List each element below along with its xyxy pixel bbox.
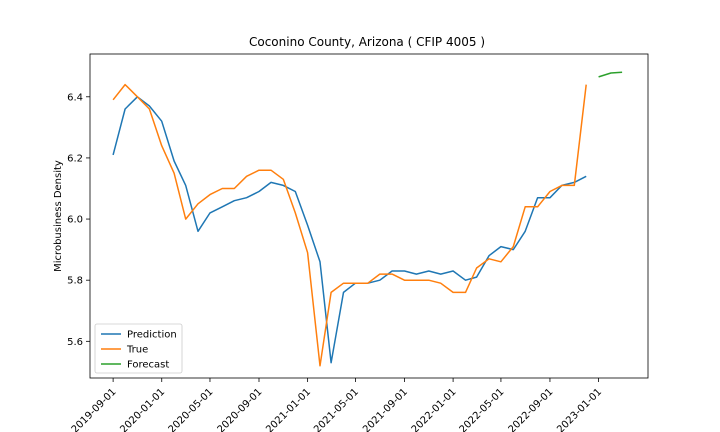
legend-label: Prediction bbox=[127, 330, 177, 341]
axes-frame bbox=[89, 53, 649, 379]
y-tick-label: 6.4 bbox=[67, 92, 83, 103]
y-tick-label: 6.2 bbox=[67, 153, 83, 164]
series-line-true bbox=[112, 83, 587, 367]
y-axis-label: Microbusiness Density bbox=[53, 160, 64, 272]
series-lines bbox=[112, 71, 623, 367]
y-tick-label: 6.0 bbox=[67, 215, 83, 226]
legend: Prediction True Forecast bbox=[94, 323, 183, 374]
y-tick-label: 5.6 bbox=[67, 337, 83, 348]
y-tick-label: 5.8 bbox=[67, 276, 83, 287]
legend-label: True bbox=[126, 345, 148, 356]
series-line-forecast bbox=[598, 71, 623, 78]
series-line-prediction bbox=[112, 96, 587, 364]
legend-label: Forecast bbox=[127, 360, 169, 371]
y-axis: 5.6 5.8 6.0 6.2 6.4 bbox=[67, 92, 90, 348]
chart-title: Coconino County, Arizona ( CFIP 4005 ) bbox=[249, 35, 485, 49]
legend-box bbox=[94, 323, 183, 374]
plot-area bbox=[89, 53, 649, 379]
